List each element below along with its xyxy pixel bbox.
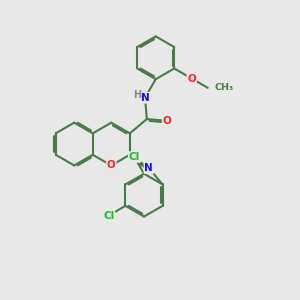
Text: H: H	[133, 90, 141, 100]
Text: N: N	[144, 163, 153, 173]
Text: Cl: Cl	[129, 152, 140, 162]
Text: CH₃: CH₃	[214, 83, 233, 92]
Text: Cl: Cl	[103, 211, 114, 220]
Text: N: N	[141, 93, 149, 103]
Text: O: O	[163, 116, 171, 126]
Text: O: O	[107, 160, 116, 170]
Text: O: O	[188, 74, 196, 84]
